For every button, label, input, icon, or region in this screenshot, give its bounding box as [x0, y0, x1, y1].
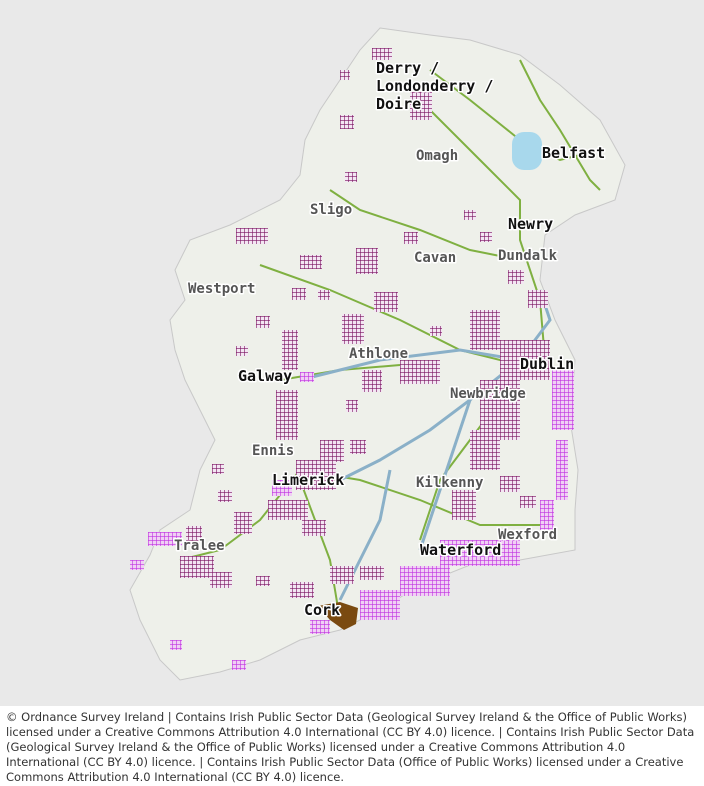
place-label: Dublin: [520, 355, 574, 373]
flood-zone: [350, 440, 366, 454]
flood-zone: [342, 314, 364, 344]
flood-zone: [552, 370, 574, 430]
flood-zone: [374, 292, 398, 312]
island: [129, 27, 626, 681]
flood-zone: [430, 326, 442, 336]
flood-zone: [400, 360, 440, 384]
flood-zone: [290, 582, 314, 598]
place-label: Galway: [238, 367, 292, 385]
flood-zone: [320, 440, 344, 462]
flood-zone: [310, 620, 330, 634]
flood-zone: [180, 556, 214, 578]
place-label: Derry /: [376, 59, 439, 77]
place-label: Belfast: [542, 144, 605, 162]
flood-zone: [170, 640, 182, 650]
place-label: Cavan: [414, 250, 456, 266]
flood-zone: [345, 172, 357, 182]
place-label: Athlone: [349, 346, 408, 362]
flood-zone: [356, 248, 378, 274]
place-label: Westport: [188, 281, 255, 297]
flood-zone: [276, 390, 298, 440]
flood-zone: [452, 490, 476, 520]
flood-zone: [340, 70, 350, 80]
place-label: Newry: [508, 215, 553, 233]
flood-zone: [410, 92, 432, 120]
place-label: Newbridge: [450, 386, 526, 402]
map[interactable]: Derry / Londonderry / Doire Omagh Belfas…: [0, 0, 704, 706]
flood-zone: [318, 602, 358, 630]
flood-zone: [256, 576, 270, 586]
flood-zone: [300, 372, 314, 382]
flood-zone: [500, 340, 550, 380]
flood-zone: [234, 512, 252, 534]
flood-zone: [372, 48, 392, 60]
flood-zone: [360, 566, 384, 580]
flood-zone: [318, 290, 330, 300]
flood-zone: [218, 490, 232, 502]
flood-zone: [186, 526, 202, 542]
flood-zone: [330, 566, 354, 584]
place-labels: Derry / Londonderry / Doire Omagh Belfas…: [173, 58, 607, 621]
place-label: Doire: [376, 95, 421, 113]
flood-zone: [556, 440, 568, 500]
place-label: Wexford: [498, 527, 557, 543]
place-label: Limerick: [272, 471, 344, 489]
flood-zone: [340, 115, 354, 129]
flood-zone: [464, 210, 476, 220]
flood-zone: [296, 460, 336, 490]
flood-zone: [404, 232, 418, 244]
flood-zone: [212, 464, 224, 474]
flood-zone: [470, 430, 500, 470]
place-label: Kilkenny: [416, 475, 484, 491]
place-label: Omagh: [416, 148, 458, 164]
place-label: Waterford: [420, 541, 501, 559]
flood-zone: [232, 660, 246, 670]
place-label: Cork: [304, 601, 340, 619]
flood-zone: [268, 500, 308, 520]
flood-zone: [480, 232, 492, 242]
flood-zone: [130, 560, 144, 570]
flood-zone: [346, 400, 358, 412]
flood-zone: [300, 255, 322, 269]
lough-neagh: [512, 132, 542, 170]
flood-zone: [362, 370, 382, 392]
flood-zone: [360, 590, 400, 620]
flood-zone: [148, 532, 182, 546]
flood-zone: [508, 270, 524, 284]
place-label: Sligo: [310, 202, 352, 218]
flood-zone: [256, 316, 270, 328]
flood-zone: [282, 330, 298, 370]
flood-zone: [272, 480, 292, 496]
flood-zone: [470, 310, 500, 350]
flood-zone: [528, 290, 548, 308]
place-label: Tralee: [174, 538, 225, 554]
flood-zone: [540, 500, 554, 530]
flood-zone: [440, 540, 520, 566]
flood-zones: [130, 48, 574, 670]
flood-zone: [210, 572, 232, 588]
place-label: Londonderry /: [376, 77, 493, 95]
flood-zone: [500, 476, 520, 492]
place-label: Dundalk: [498, 248, 558, 264]
flood-zone: [302, 520, 326, 536]
flood-zone: [520, 496, 536, 508]
attribution: © Ordnance Survey Ireland | Contains Iri…: [6, 710, 695, 784]
flood-zone: [400, 566, 450, 596]
flood-zone: [236, 346, 248, 356]
flood-zone: [236, 228, 268, 244]
place-label: Ennis: [252, 443, 294, 459]
flood-zone: [292, 288, 306, 300]
